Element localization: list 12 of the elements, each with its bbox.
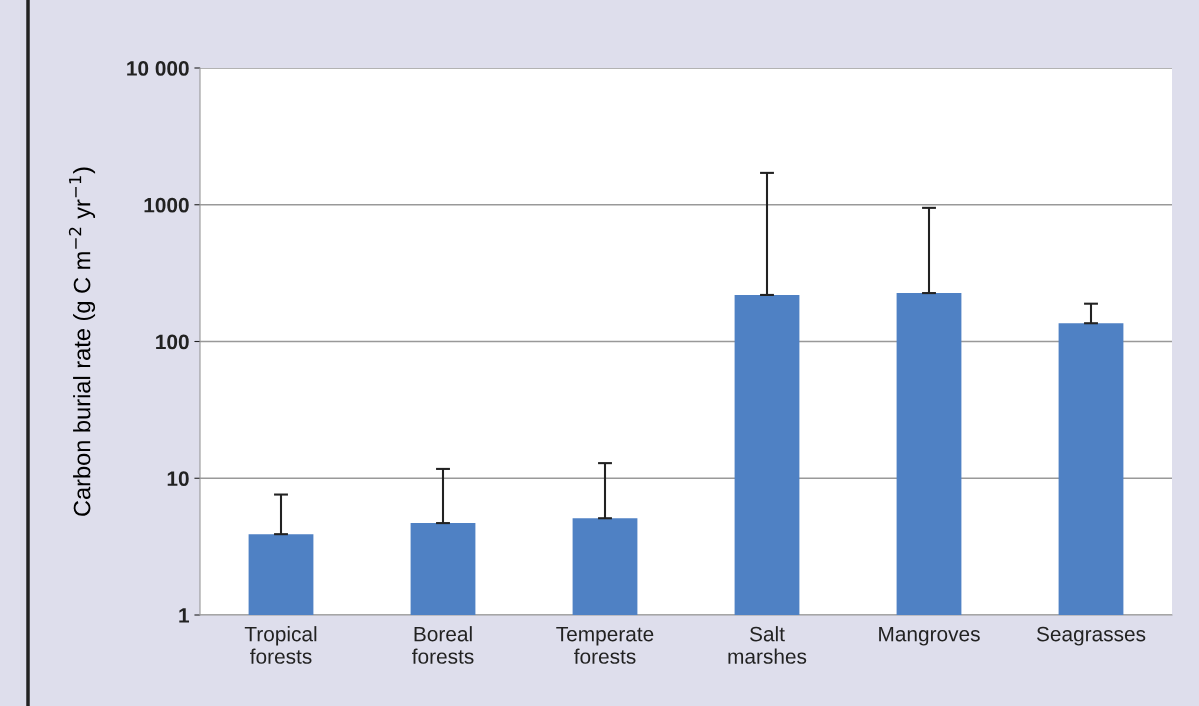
y-tick-label: 1: [179, 608, 189, 623]
x-tick-label: Tropical forests: [244, 626, 317, 664]
x-tick-label: Temperate forests: [556, 626, 654, 664]
x-tick-label: Seagrasses: [1036, 626, 1146, 646]
y-tick-label: 10: [167, 471, 189, 486]
y-tick-label: 100: [156, 334, 189, 350]
y-tick-label: 1000: [144, 197, 189, 213]
y-tick-label: 10 000: [127, 61, 189, 76]
y-axis-title: Carbon burial rate (g C m$^{−2}$ yr$^{−1}$): [68, 167, 96, 516]
x-tick-label: Boreal forests: [412, 626, 474, 664]
x-tick-label: Salt marshes: [728, 626, 807, 664]
x-tick-label: Mangroves: [879, 626, 980, 646]
